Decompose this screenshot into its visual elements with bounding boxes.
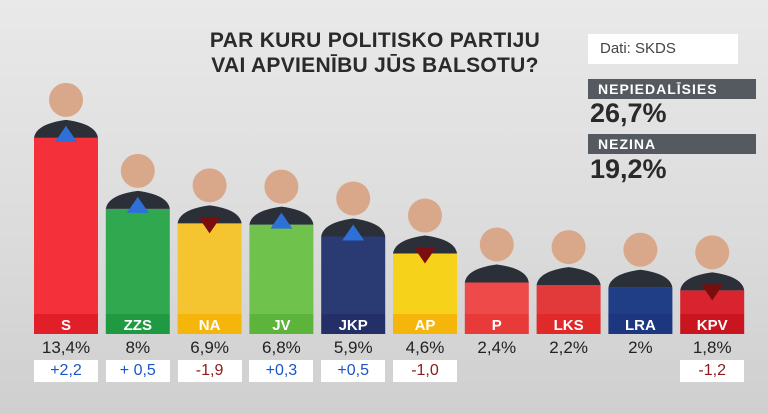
value-label-lks: 2,2% xyxy=(549,338,588,357)
value-label-lra: 2% xyxy=(628,338,653,357)
portrait-suit-lks xyxy=(536,267,601,286)
portrait-head-jkp xyxy=(336,181,371,216)
party-label-bg-p xyxy=(464,314,529,334)
bar-kpv xyxy=(680,290,745,314)
change-label-ap: -1,0 xyxy=(393,360,457,382)
party-label-bg-lks xyxy=(536,314,601,334)
change-label-na: -1,9 xyxy=(177,360,242,382)
title-line-1: PAR KURU POLITISKO PARTIJU xyxy=(209,29,541,52)
portrait-head-lra xyxy=(623,232,658,267)
bar-lra xyxy=(608,287,673,314)
value-label-zzs: 8% xyxy=(125,338,151,357)
party-label-lra: LRA xyxy=(625,317,656,334)
trend-up-icon-jkp xyxy=(342,224,365,241)
party-label-bg-lra xyxy=(608,314,673,334)
party-label-bg-kpv xyxy=(680,314,745,334)
trend-up-icon-s xyxy=(55,125,77,142)
trend-up-icon-zzs xyxy=(126,196,149,213)
party-label-na: NA xyxy=(199,317,221,334)
bar-jv xyxy=(249,224,314,314)
trend-down-icon-ap xyxy=(414,247,436,264)
side-stat-value-not-participating: 26,7% xyxy=(590,98,667,128)
party-label-p: P xyxy=(492,317,502,334)
portrait-suit-na xyxy=(177,205,242,224)
party-label-bg-jkp xyxy=(321,314,386,334)
portrait-head-s xyxy=(49,82,83,117)
party-label-zzs: ZZS xyxy=(124,317,152,334)
bar-p xyxy=(464,282,529,314)
party-label-jv: JV xyxy=(272,317,290,334)
bar-jkp xyxy=(321,236,386,314)
bar-na xyxy=(177,223,242,314)
source-label: Dati: SKDS xyxy=(588,34,738,64)
portrait-head-p xyxy=(479,227,514,262)
portrait-suit-ap xyxy=(393,235,457,254)
value-label-p: 2,4% xyxy=(477,338,517,357)
portrait-head-kpv xyxy=(695,235,730,270)
party-label-s: S xyxy=(61,317,71,334)
portrait-head-na xyxy=(192,168,227,203)
value-label-na: 6,9% xyxy=(190,338,229,357)
portrait-suit-kpv xyxy=(680,272,745,291)
portrait-head-zzs xyxy=(120,153,155,188)
party-label-jkp: JKP xyxy=(339,317,368,334)
side-stat-label-not-participating: NEPIEDALĪSIES xyxy=(588,79,756,99)
party-label-bg-zzs xyxy=(105,314,170,334)
party-label-bg-na xyxy=(177,314,242,334)
title-line-2: VAI APVIENĪBU JŪS BALSOTU? xyxy=(211,54,539,77)
party-label-bg-ap xyxy=(393,314,457,334)
portrait-suit-lra xyxy=(608,269,673,288)
bar-s xyxy=(34,137,98,314)
value-label-jv: 6,8% xyxy=(262,338,301,357)
value-label-s: 13,4% xyxy=(41,338,91,357)
change-label-jkp: +0,5 xyxy=(321,360,386,382)
trend-up-icon-jv xyxy=(270,212,293,229)
change-label-kpv: -1,2 xyxy=(680,360,745,382)
change-label-jv: +0,3 xyxy=(249,360,314,382)
value-label-jkp: 5,9% xyxy=(333,338,373,357)
value-label-ap: 4,6% xyxy=(405,338,445,357)
portrait-head-jv xyxy=(264,169,299,204)
side-stat-value-dont-know: 19,2% xyxy=(590,154,667,184)
portrait-head-ap xyxy=(408,198,442,233)
value-label-kpv: 1,8% xyxy=(692,338,732,357)
chart-title: PAR KURU POLITISKO PARTIJU VAI APVIENĪBU… xyxy=(190,28,560,78)
party-label-kpv: KPV xyxy=(697,317,728,334)
trend-down-icon-na xyxy=(198,217,221,234)
portrait-suit-p xyxy=(464,264,529,283)
trend-down-icon-kpv xyxy=(701,284,724,301)
bar-lks xyxy=(536,285,601,314)
bar-zzs xyxy=(105,208,170,314)
change-label-zzs: + 0,5 xyxy=(105,360,170,382)
change-label-s: +2,2 xyxy=(34,360,98,382)
party-label-lks: LKS xyxy=(554,317,584,334)
side-stat-label-dont-know: NEZINA xyxy=(588,134,756,154)
party-label-ap: AP xyxy=(415,317,436,334)
party-label-bg-jv xyxy=(249,314,314,334)
portrait-head-lks xyxy=(551,230,586,265)
party-label-bg-s xyxy=(34,314,98,334)
bar-ap xyxy=(393,253,457,314)
